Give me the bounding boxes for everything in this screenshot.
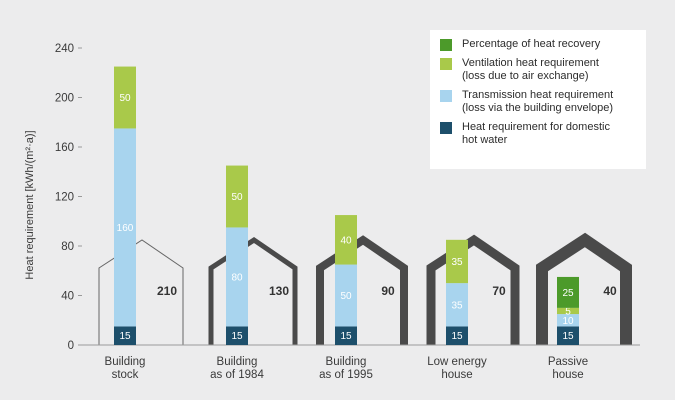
bar-segment — [557, 276, 579, 308]
x-category-label: Building as of 1995 — [319, 356, 373, 381]
legend-label: Transmission heat requirement (loss via … — [462, 89, 614, 114]
bar-value-label: 40 — [340, 235, 352, 246]
bar-segment — [557, 314, 579, 327]
y-tick-label: 120 — [55, 192, 74, 204]
bar-segment — [335, 215, 357, 265]
y-tick-label: 0 — [68, 340, 74, 352]
bar-segment — [446, 239, 468, 284]
legend-item-heat-recovery: Percentage of heat recovery — [440, 38, 638, 51]
bar-segment — [557, 326, 579, 345]
bar-value-label: 15 — [451, 331, 463, 342]
house-total-label: 130 — [269, 284, 289, 298]
legend-swatch — [440, 122, 452, 134]
y-axis-label: Heat requirement [kWh/(m²·a)] — [24, 130, 36, 279]
legend-item-hot-water: Heat requirement for domestic hot water — [440, 121, 638, 147]
bar-value-label: 50 — [340, 291, 352, 302]
y-tick-label: 160 — [55, 142, 74, 154]
bar-segment — [335, 264, 357, 327]
bar-segment — [446, 326, 468, 345]
legend: Percentage of heat recovery Ventilation … — [430, 30, 646, 169]
bar-value-label: 15 — [231, 331, 243, 342]
legend-item-transmission: Transmission heat requirement (loss via … — [440, 89, 638, 115]
legend-swatch — [440, 90, 452, 102]
bar-value-label: 15 — [562, 331, 574, 342]
house-outline — [208, 236, 298, 345]
house-total-label: 70 — [492, 284, 506, 298]
bar-value-label: 35 — [451, 300, 463, 311]
bar-value-label: 160 — [117, 223, 134, 234]
bar-value-label: 5 — [565, 306, 571, 317]
bar-value-label: 25 — [562, 288, 574, 299]
category-labels: Building stock Building as of 1984 Building a… — [105, 356, 589, 381]
legend-swatch — [440, 58, 452, 70]
legend-label: Percentage of heat recovery — [462, 38, 601, 50]
bar-value-label: 15 — [340, 331, 352, 342]
house-outline — [536, 232, 632, 345]
y-tick-label: 80 — [61, 241, 74, 253]
legend-label: Ventilation heat requirement (loss due t… — [462, 57, 599, 82]
bar-value-label: 50 — [119, 93, 131, 104]
house-outline — [426, 234, 520, 345]
house-total-label: 90 — [381, 284, 395, 298]
y-tick-label: 40 — [61, 291, 74, 303]
bar-value-label: 35 — [451, 257, 463, 268]
bar-segment — [226, 326, 248, 345]
house-outline — [316, 235, 408, 345]
legend-label: Heat requirement for domestic hot water — [462, 121, 610, 146]
legend-swatch — [440, 39, 452, 51]
house-total-label: 210 — [157, 284, 177, 298]
y-tick-label: 200 — [55, 93, 74, 105]
bar-value-label: 10 — [562, 316, 574, 327]
bar-segment — [226, 227, 248, 327]
bar-segment — [335, 326, 357, 345]
bar-segment — [226, 165, 248, 228]
x-category-label: Low energy house — [427, 356, 487, 381]
x-category-label: Building as of 1984 — [210, 356, 264, 381]
bars: 15 160 50 15 80 50 15 50 40 15 35 35 15 105 25 — [114, 66, 579, 345]
bar-value-label: 15 — [119, 331, 131, 342]
house-total-label: 40 — [603, 284, 617, 298]
x-category-label: Building stock — [105, 356, 146, 381]
y-axis: 0 40 80 120 160 200 240 — [55, 43, 640, 352]
bar-segment — [114, 128, 136, 327]
legend-item-ventilation: Ventilation heat requirement (loss due t… — [440, 57, 638, 83]
bar-value-label: 50 — [231, 192, 243, 203]
bar-segment — [114, 66, 136, 129]
bar-value-label: 80 — [231, 272, 243, 283]
house-outline — [98, 239, 184, 345]
bar-segment — [446, 283, 468, 327]
house-outlines: 210 130 90 70 40 — [98, 232, 632, 345]
bar-segment — [557, 307, 579, 315]
y-tick-label: 240 — [55, 43, 74, 55]
bar-segment — [114, 326, 136, 345]
x-category-label: Passive house — [548, 356, 588, 381]
